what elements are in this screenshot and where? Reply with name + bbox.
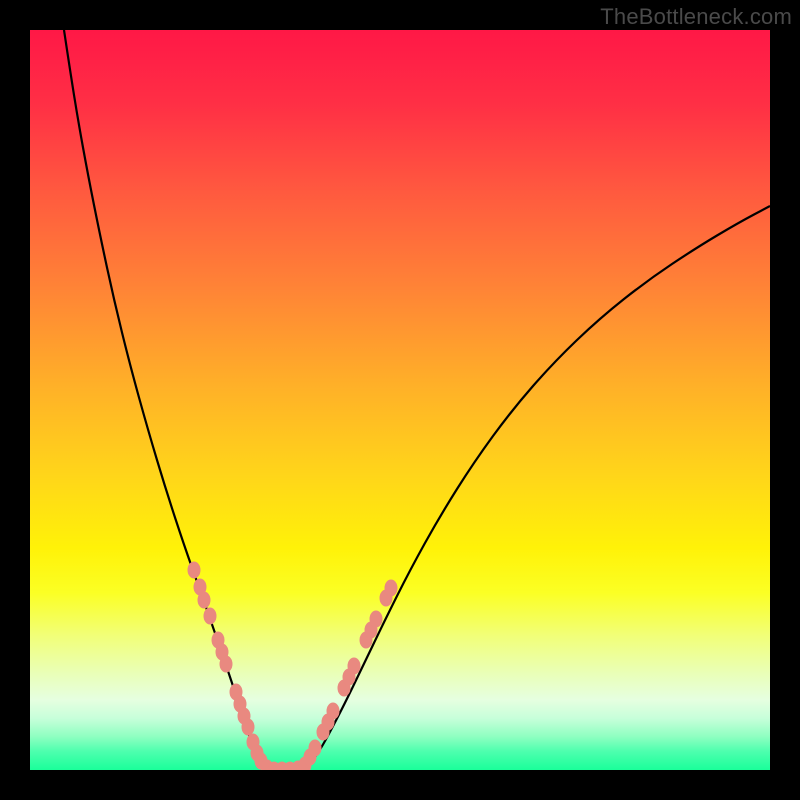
data-point <box>242 719 255 736</box>
data-point <box>348 658 361 675</box>
data-point <box>204 608 217 625</box>
data-point <box>198 592 211 609</box>
data-point <box>370 611 383 628</box>
plot-background <box>30 30 770 770</box>
watermark-text: TheBottleneck.com <box>600 4 792 30</box>
data-point <box>309 740 322 757</box>
data-point <box>385 580 398 597</box>
chart-frame: TheBottleneck.com <box>0 0 800 800</box>
data-point <box>327 703 340 720</box>
data-point <box>188 562 201 579</box>
data-point <box>220 656 233 673</box>
chart-svg <box>30 30 770 770</box>
plot-area <box>30 30 770 770</box>
